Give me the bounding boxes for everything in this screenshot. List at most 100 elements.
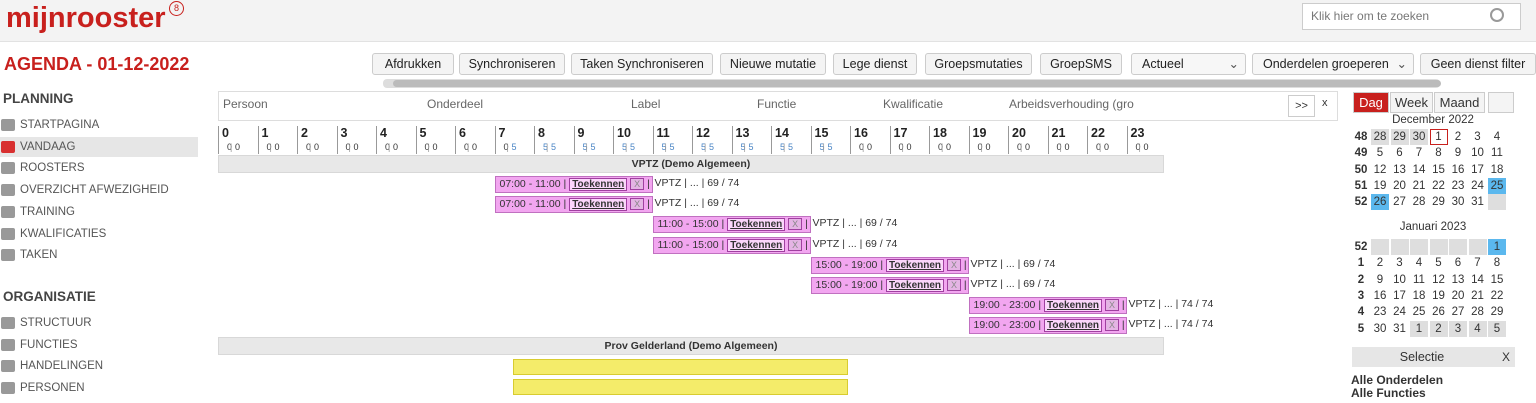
calendar-day[interactable]: 8 bbox=[1435, 147, 1442, 160]
calendar-day[interactable]: 16 bbox=[1451, 163, 1465, 176]
calendar-day[interactable]: 17 bbox=[1471, 163, 1484, 176]
assign-button[interactable]: Toekennen bbox=[1043, 299, 1103, 313]
remove-button[interactable]: X bbox=[630, 178, 645, 190]
calendar-day[interactable]: 2 bbox=[1454, 131, 1462, 143]
toolbar-button[interactable]: Nieuwe mutatie bbox=[720, 53, 826, 75]
calendar-day[interactable]: 5 bbox=[1435, 257, 1442, 270]
calendar-day[interactable]: 18 bbox=[1412, 289, 1426, 302]
calendar-day[interactable]: 23 bbox=[1451, 179, 1465, 192]
filter-column[interactable]: Onderdeel bbox=[427, 97, 484, 111]
assign-button[interactable]: Toekennen bbox=[885, 279, 945, 292]
calendar-day[interactable]: 9 bbox=[1454, 147, 1462, 160]
scrollbar[interactable] bbox=[383, 79, 1441, 88]
calendar-day[interactable]: 21 bbox=[1471, 289, 1484, 302]
assign-button[interactable]: Toekennen bbox=[1043, 319, 1103, 333]
calendar-day[interactable]: 14 bbox=[1471, 273, 1484, 286]
calendar-day[interactable]: 1 bbox=[1429, 129, 1448, 145]
calendar-day[interactable]: 3 bbox=[1474, 131, 1481, 143]
menu-item[interactable]: TAKEN bbox=[0, 245, 198, 265]
calendar-day[interactable]: 13 bbox=[1451, 273, 1465, 286]
filter-column[interactable]: Label bbox=[631, 97, 661, 111]
toolbar-button[interactable]: Taken Synchroniseren bbox=[571, 53, 713, 75]
remove-button[interactable]: X bbox=[946, 258, 961, 271]
toolbar-button[interactable]: Groepsmutaties bbox=[925, 53, 1032, 75]
shift-bar[interactable]: 15:00 - 19:00 | Toekennen X | bbox=[810, 256, 969, 274]
calendar-day[interactable]: 29 bbox=[1432, 196, 1445, 209]
calendar-day[interactable]: 8 bbox=[1493, 257, 1501, 270]
filter-column[interactable]: Persoon bbox=[223, 97, 268, 111]
expand-button[interactable]: >> bbox=[1288, 95, 1315, 117]
calendar-day[interactable]: 30 bbox=[1373, 322, 1387, 335]
calendar-day[interactable]: 1 bbox=[1410, 320, 1428, 337]
menu-item[interactable]: STARTPAGINA bbox=[0, 115, 198, 135]
assign-button[interactable]: Toekennen bbox=[885, 258, 945, 272]
search-icon[interactable] bbox=[1490, 8, 1504, 22]
calendar-day[interactable]: 26 bbox=[1371, 194, 1389, 211]
toolbar-button[interactable]: Synchroniseren bbox=[459, 53, 565, 75]
calendar-day[interactable]: 4 bbox=[1415, 257, 1423, 270]
menu-item[interactable]: VANDAAG bbox=[0, 136, 198, 157]
calendar-day[interactable]: 22 bbox=[1432, 179, 1445, 192]
calendar-day[interactable]: 20 bbox=[1393, 179, 1406, 192]
select[interactable]: Onderdelen groeperen ⌄ bbox=[1252, 53, 1414, 75]
calendar-day[interactable]: 12 bbox=[1432, 273, 1445, 286]
remove-button[interactable]: X bbox=[630, 198, 645, 211]
calendar-day[interactable]: 11 bbox=[1413, 273, 1425, 286]
calendar-day[interactable]: 6 bbox=[1454, 257, 1462, 270]
calendar-day[interactable]: 24 bbox=[1471, 179, 1484, 192]
calendar-day[interactable]: 30 bbox=[1410, 129, 1428, 145]
calendar-day[interactable]: 7 bbox=[1474, 257, 1481, 270]
calendar-day[interactable]: 28 bbox=[1412, 196, 1426, 209]
calendar-day[interactable]: 3 bbox=[1396, 257, 1403, 270]
shift-bar[interactable]: 19:00 - 23:00 | Toekennen X | bbox=[968, 317, 1127, 335]
selection-close[interactable]: X bbox=[1502, 350, 1511, 364]
calendar-tab[interactable]: Dag bbox=[1353, 92, 1389, 113]
assign-button[interactable]: Toekennen bbox=[727, 218, 786, 232]
calendar-day[interactable]: 31 bbox=[1471, 196, 1484, 209]
menu-item[interactable]: KWALIFICATIES bbox=[0, 224, 198, 244]
selection-item[interactable]: Alle Onderdelen bbox=[1351, 373, 1444, 387]
calendar-day[interactable]: 30 bbox=[1451, 196, 1465, 209]
calendar-day[interactable]: 19 bbox=[1432, 289, 1445, 302]
logo[interactable]: mijnrooster bbox=[6, 2, 166, 34]
shift-bar[interactable]: 07:00 - 11:00 | Toekennen X | bbox=[494, 176, 653, 193]
scroll-thumb[interactable] bbox=[393, 80, 1441, 87]
calendar-day[interactable]: 1 bbox=[1488, 239, 1506, 255]
calendar-day[interactable]: 2 bbox=[1429, 320, 1448, 337]
calendar-day[interactable]: 9 bbox=[1376, 273, 1384, 286]
calendar-day[interactable]: 27 bbox=[1393, 196, 1406, 209]
shift-bar[interactable]: 11:00 - 15:00 | Toekennen X | bbox=[652, 236, 811, 254]
menu-item[interactable]: TRAINING bbox=[0, 202, 198, 222]
menu-item[interactable]: STRUCTUUR bbox=[0, 313, 198, 333]
remove-button[interactable]: X bbox=[788, 218, 803, 231]
toolbar-button[interactable]: Afdrukken bbox=[372, 53, 454, 75]
toolbar-button[interactable]: Lege dienst bbox=[833, 53, 917, 75]
calendar-day[interactable]: 3 bbox=[1449, 320, 1467, 337]
shift-bar[interactable]: 19:00 - 23:00 | Toekennen X | bbox=[968, 297, 1127, 315]
calendar-tab[interactable]: Maand bbox=[1434, 92, 1485, 113]
filter-column[interactable]: Functie bbox=[757, 97, 797, 111]
shift-bar[interactable]: 07:00 - 11:00 | Toekennen X | bbox=[494, 196, 653, 214]
calendar-day[interactable]: 10 bbox=[1393, 273, 1406, 286]
remove-button[interactable]: X bbox=[788, 238, 803, 251]
calendar-day[interactable]: 28 bbox=[1471, 306, 1484, 319]
assign-button[interactable]: Toekennen bbox=[727, 238, 786, 252]
menu-item[interactable]: ROOSTERS bbox=[0, 158, 198, 178]
calendar-day[interactable]: 29 bbox=[1490, 306, 1504, 319]
menu-item[interactable]: PERSONEN bbox=[0, 378, 198, 398]
shift-bar[interactable]: 11:00 - 15:00 | Toekennen X | bbox=[652, 216, 811, 234]
remove-button[interactable]: X bbox=[946, 279, 961, 291]
select[interactable]: Actueel ⌄ bbox=[1131, 53, 1246, 75]
calendar-day[interactable]: 23 bbox=[1373, 306, 1387, 319]
calendar-day[interactable]: 29 bbox=[1390, 129, 1409, 145]
calendar-day[interactable]: 17 bbox=[1393, 289, 1406, 302]
calendar-day[interactable]: 21 bbox=[1412, 179, 1426, 192]
menu-item[interactable]: OVERZICHT AFWEZIGHEID bbox=[0, 180, 198, 200]
calendar-day[interactable]: 19 bbox=[1373, 179, 1387, 192]
menu-item[interactable]: FUNCTIES bbox=[0, 335, 198, 355]
remove-button[interactable]: X bbox=[1104, 319, 1119, 332]
assign-button[interactable]: Toekennen bbox=[569, 198, 628, 212]
calendar-settings[interactable] bbox=[1488, 92, 1514, 113]
assign-button[interactable]: Toekennen bbox=[569, 178, 628, 191]
calendar-day[interactable]: 15 bbox=[1432, 163, 1445, 176]
